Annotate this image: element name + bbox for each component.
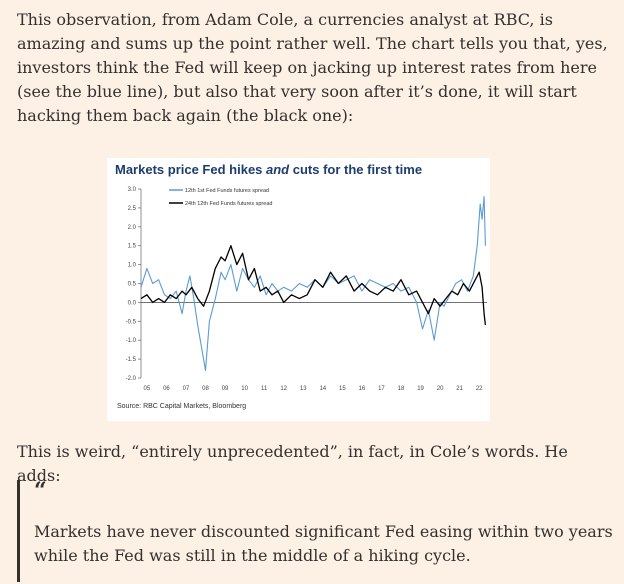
y-tick-label: -1.5 (126, 357, 137, 363)
quote-icon: “ (34, 478, 47, 504)
blue-series-line (140, 196, 486, 371)
x-tick-label: 11 (261, 386, 268, 392)
chart-title-emphasis: and (266, 162, 290, 177)
x-tick-label: 18 (398, 386, 405, 392)
x-tick-label: 09 (222, 386, 229, 392)
y-tick-label: 1.5 (128, 244, 137, 250)
chart-figure: Markets price Fed hikes and cuts for the… (107, 158, 490, 421)
y-tick-label: 2.0 (128, 225, 137, 231)
y-tick-label: 0.5 (128, 282, 137, 288)
x-tick-label: 06 (163, 386, 170, 392)
x-tick-label: 17 (378, 386, 385, 392)
blockquote-text: Markets have never discounted significan… (34, 522, 613, 565)
x-tick-label: 10 (241, 386, 248, 392)
black-series-line (140, 245, 487, 326)
y-tick-label: -1.0 (126, 338, 137, 344)
y-tick-label: -2.0 (126, 376, 137, 382)
x-tick-label: 05 (144, 386, 151, 392)
x-tick-label: 22 (476, 386, 483, 392)
x-tick-label: 21 (456, 386, 463, 392)
y-tick-label: 3.0 (128, 187, 137, 193)
x-tick-label: 15 (339, 386, 346, 392)
chart-title: Markets price Fed hikes and cuts for the… (115, 162, 423, 177)
y-tick-label: 2.5 (128, 206, 137, 212)
x-tick-label: 13 (300, 386, 307, 392)
x-tick-label: 07 (183, 386, 190, 392)
x-tick-label: 08 (202, 386, 209, 392)
legend-label: 24th 12th Fed Funds futures spread (185, 201, 272, 207)
chart-plot: 3.0 2.5 2.0 1.5 1.0 0.5 0.0 -0.5 -1.0 -1.5 -2.0 05 0… (126, 187, 487, 392)
y-tick-label: 0.0 (128, 300, 137, 306)
blockquote-bar (17, 480, 20, 582)
y-tick-label: 1.0 (128, 263, 137, 269)
x-tick-label: 16 (359, 386, 366, 392)
chart-source: Source: RBC Capital Markets, Bloomberg (117, 403, 247, 410)
intro-paragraph: This observation, from Adam Cole, a curr… (17, 10, 608, 125)
x-tick-label: 12 (280, 386, 287, 392)
x-tick-label: 14 (319, 386, 326, 392)
legend-label: 12th 1st Fed Funds futures spread (185, 188, 269, 194)
followup-paragraph: This is weird, “entirely unprecedented”,… (17, 442, 568, 485)
x-tick-label: 20 (437, 386, 444, 392)
y-tick-label: -0.5 (126, 319, 137, 325)
x-tick-label: 19 (417, 386, 424, 392)
